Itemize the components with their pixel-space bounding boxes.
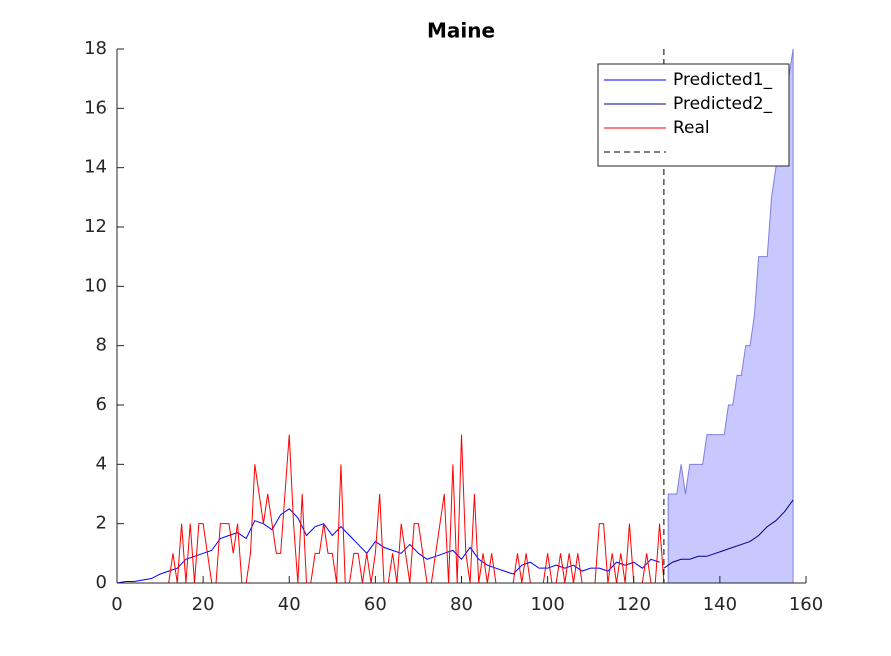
x-tick-label: 0 — [111, 594, 122, 615]
y-tick-label: 14 — [84, 157, 107, 178]
x-tick-label: 40 — [278, 594, 301, 615]
x-tick-label: 160 — [789, 594, 823, 615]
y-tick-label: 16 — [84, 97, 107, 118]
x-tick-label: 140 — [703, 594, 737, 615]
y-tick-label: 12 — [84, 216, 107, 237]
legend-label: Real — [673, 118, 710, 138]
x-tick-label: 80 — [450, 594, 473, 615]
x-tick-label: 100 — [530, 594, 564, 615]
y-tick-label: 4 — [96, 453, 107, 474]
x-tick-label: 120 — [617, 594, 651, 615]
chart-title: Maine — [427, 19, 495, 43]
legend-label: Predicted1_ — [673, 70, 773, 90]
y-tick-label: 8 — [96, 335, 107, 356]
legend-box — [597, 63, 790, 167]
y-tick-label: 0 — [96, 572, 107, 593]
x-tick-label: 60 — [364, 594, 387, 615]
series-line — [663, 499, 794, 569]
y-tick-label: 10 — [84, 275, 107, 296]
legend-label: Predicted2_ — [673, 94, 773, 114]
x-tick-label: 20 — [192, 594, 215, 615]
y-tick-label: 18 — [84, 38, 107, 59]
series-line — [117, 434, 665, 584]
y-tick-label: 2 — [96, 513, 107, 534]
y-tick-label: 6 — [96, 394, 107, 415]
